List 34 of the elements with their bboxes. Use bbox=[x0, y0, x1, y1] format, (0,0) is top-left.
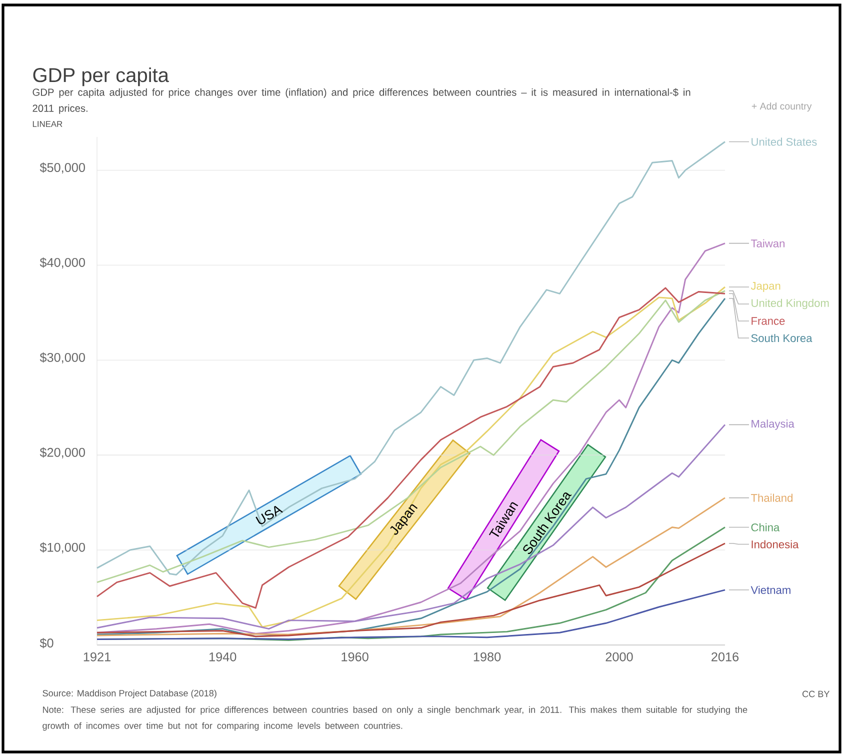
text: United Kingdom bbox=[752, 298, 829, 310]
x-tick-label: 2016 bbox=[712, 652, 739, 662]
x-tick-label: 1921 bbox=[84, 652, 110, 662]
y-tick-label: $50,000 bbox=[40, 162, 85, 174]
line-series bbox=[96, 140, 726, 576]
text: CC BY bbox=[802, 690, 830, 698]
text: + Add country bbox=[752, 102, 812, 112]
y-tick-label: $40,000 bbox=[40, 257, 85, 268]
text: LINEAR bbox=[32, 121, 62, 127]
x-tick-label: 1980 bbox=[474, 652, 501, 662]
line-series bbox=[96, 424, 726, 630]
y-tick-label: $20,000 bbox=[40, 447, 85, 458]
text: Malaysia bbox=[752, 420, 794, 430]
annotation: USA bbox=[256, 506, 284, 524]
y-tick-label: $30,000 bbox=[40, 352, 85, 364]
x-tick-label: 1940 bbox=[209, 652, 236, 662]
line-series bbox=[96, 589, 726, 640]
chart-title: GDP per capita bbox=[33, 67, 169, 86]
text: South Korea bbox=[751, 334, 812, 342]
x-tick-label: 1960 bbox=[342, 652, 368, 662]
text: Indonesia bbox=[752, 540, 799, 548]
text: Thailand bbox=[750, 494, 792, 502]
y-tick-label: $0 bbox=[40, 638, 54, 648]
text: Japan bbox=[750, 282, 780, 292]
source-note: Source: Maddison Project Database (2018) bbox=[42, 690, 216, 698]
text: China bbox=[751, 523, 780, 532]
text: France bbox=[752, 317, 785, 325]
x-tick-label: 2000 bbox=[606, 652, 633, 662]
text: Note: These series are adjusted for price differences between countries based on only a single benchmark year, in 2011. This makes them suitable for studying the growth of incomes over time but not for comparing income levels between countries. bbox=[42, 706, 748, 731]
chart-subtitle: GDP per capita adjusted for price changes over time (inflation) and price differences between countries – it is measured in international-$ in 2011 prices. bbox=[32, 88, 690, 114]
text: United States bbox=[752, 138, 817, 146]
text: Vietnam bbox=[750, 586, 790, 594]
y-tick-label: $10,000 bbox=[40, 542, 85, 554]
text: Taiwan bbox=[750, 239, 784, 248]
